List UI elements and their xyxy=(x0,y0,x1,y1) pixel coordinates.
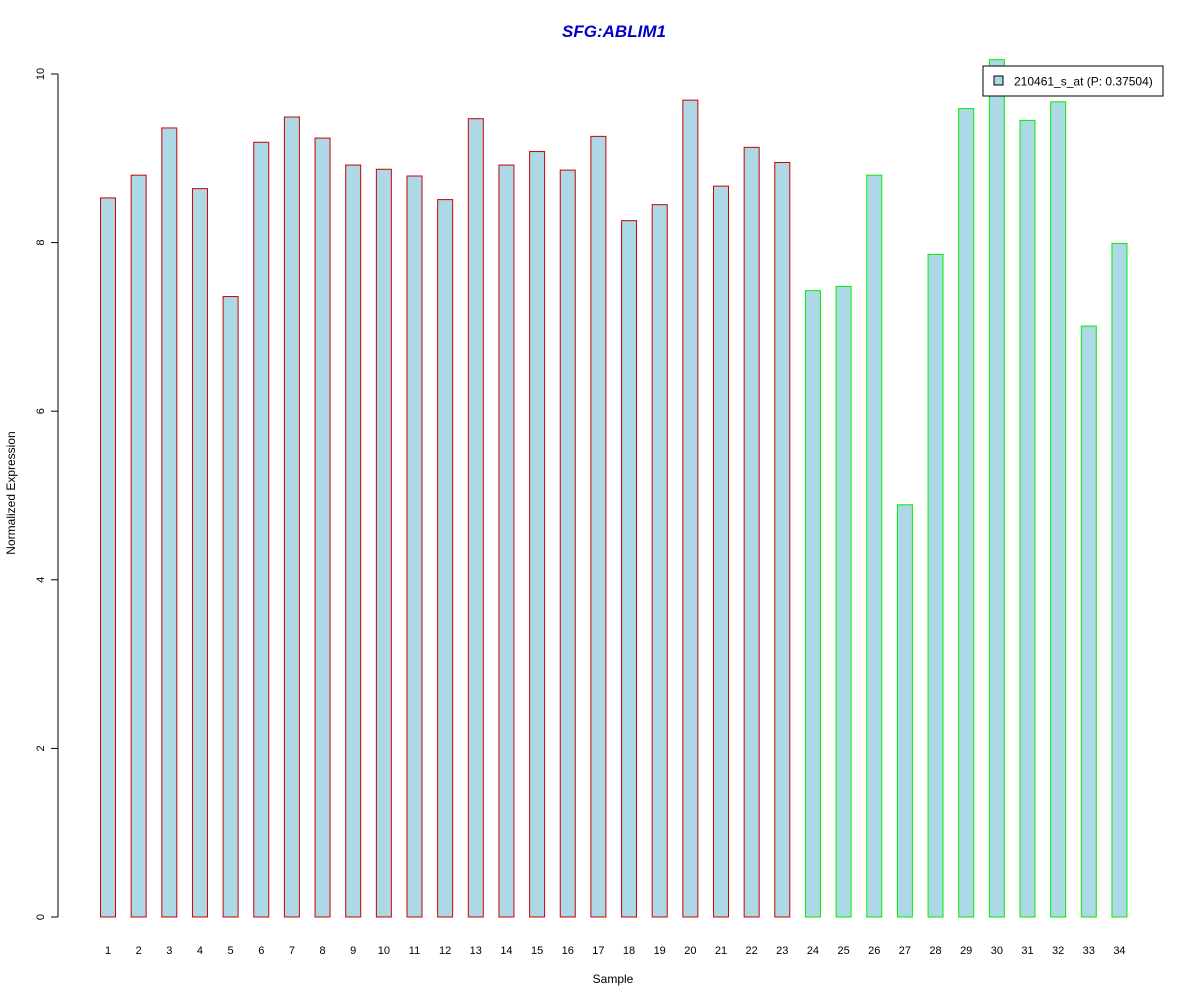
bar-sample-19 xyxy=(651,204,668,918)
x-tick-label: 3 xyxy=(166,945,172,957)
bar-sample-33 xyxy=(1080,325,1097,918)
bar-sample-2 xyxy=(130,174,147,918)
bar-sample-8 xyxy=(314,137,331,918)
x-tick-label: 11 xyxy=(409,945,420,957)
x-tick-label: 20 xyxy=(684,945,696,957)
bar-sample-20 xyxy=(682,99,699,918)
chart-title: SFG:ABLIM1 xyxy=(562,22,666,41)
x-tick-label: 9 xyxy=(350,945,356,957)
bar-sample-29 xyxy=(958,108,975,918)
x-tick-label: 5 xyxy=(228,945,234,957)
x-tick-label: 6 xyxy=(258,945,264,957)
bar-sample-28 xyxy=(927,253,944,918)
x-tick-label: 25 xyxy=(837,945,849,957)
bar-sample-21 xyxy=(713,185,729,918)
x-tick-label: 12 xyxy=(439,945,451,957)
x-tick-label: 22 xyxy=(746,945,758,957)
x-tick-label: 8 xyxy=(319,945,325,957)
x-tick-label: 17 xyxy=(592,945,604,957)
bar-sample-34 xyxy=(1111,242,1128,918)
bar-sample-9 xyxy=(345,164,362,918)
x-tick-label: 16 xyxy=(562,945,574,957)
x-tick-label: 13 xyxy=(470,945,482,957)
x-tick-label: 14 xyxy=(500,945,512,957)
x-axis-tick-labels: 1 2 3 4 5 6 7 8 9 10 11 12 13 14 15 16 17 18 19 20 21 22 23 24 2… xyxy=(105,945,1126,957)
legend-label: 210461_s_at (P: 0.37504) xyxy=(1014,75,1153,89)
x-tick-label: 4 xyxy=(197,945,203,957)
x-tick-label: 1 xyxy=(105,945,111,957)
x-tick-label: 31 xyxy=(1021,945,1033,957)
bar-sample-5 xyxy=(222,296,239,918)
bar-sample-13 xyxy=(467,118,484,918)
bar-sample-12 xyxy=(437,199,454,918)
bar-sample-24 xyxy=(804,290,821,918)
bars-group xyxy=(100,59,1128,918)
y-tick-label: 0 xyxy=(35,914,47,920)
y-axis-label: Normalized Expression xyxy=(4,431,18,554)
bar-sample-26 xyxy=(866,174,883,918)
bar-sample-6 xyxy=(253,141,270,918)
bar-sample-23 xyxy=(774,162,791,918)
legend: 210461_s_at (P: 0.37504) xyxy=(982,65,1164,97)
bar-sample-14 xyxy=(498,164,515,918)
x-tick-label: 21 xyxy=(715,945,727,957)
legend-box xyxy=(982,65,1164,97)
x-tick-label: 29 xyxy=(960,945,972,957)
x-axis-label: Sample xyxy=(593,972,634,986)
x-tick-label: 10 xyxy=(378,945,390,957)
bar-sample-16 xyxy=(559,169,576,918)
x-tick-label: 30 xyxy=(991,945,1003,957)
bar-sample-27 xyxy=(896,504,913,918)
legend-swatch xyxy=(993,75,1004,86)
x-tick-label: 28 xyxy=(929,945,941,957)
bar-sample-32 xyxy=(1050,101,1067,918)
bar-sample-31 xyxy=(1019,119,1036,918)
bar-sample-30 xyxy=(988,59,1005,918)
y-tick-label: 8 xyxy=(35,240,47,246)
y-axis-ticks: 0 2 4 6 8 10 xyxy=(35,68,58,920)
x-tick-label: 15 xyxy=(531,945,543,957)
bar-sample-15 xyxy=(529,151,546,918)
bar-sample-10 xyxy=(375,168,392,918)
x-tick-label: 7 xyxy=(289,945,295,957)
bar-sample-22 xyxy=(743,146,760,918)
bar-sample-25 xyxy=(835,285,852,918)
x-tick-label: 27 xyxy=(899,945,911,957)
x-tick-label: 23 xyxy=(776,945,788,957)
x-tick-label: 19 xyxy=(654,945,666,957)
y-tick-label: 6 xyxy=(35,408,47,414)
bar-sample-7 xyxy=(283,116,300,918)
y-tick-label: 10 xyxy=(35,68,47,80)
x-tick-label: 18 xyxy=(623,945,635,957)
bar-sample-17 xyxy=(590,135,607,918)
bar-sample-3 xyxy=(161,127,178,918)
x-tick-label: 34 xyxy=(1113,945,1125,957)
bar-sample-11 xyxy=(406,175,423,918)
x-tick-label: 2 xyxy=(136,945,142,957)
x-tick-label: 32 xyxy=(1052,945,1064,957)
bar-sample-1 xyxy=(100,197,116,918)
y-tick-label: 2 xyxy=(35,745,47,751)
bar-sample-4 xyxy=(191,188,208,918)
x-tick-label: 24 xyxy=(807,945,819,957)
y-tick-label: 4 xyxy=(35,577,47,583)
x-tick-label: 26 xyxy=(868,945,880,957)
bar-sample-18 xyxy=(621,220,638,918)
x-tick-label: 33 xyxy=(1083,945,1095,957)
